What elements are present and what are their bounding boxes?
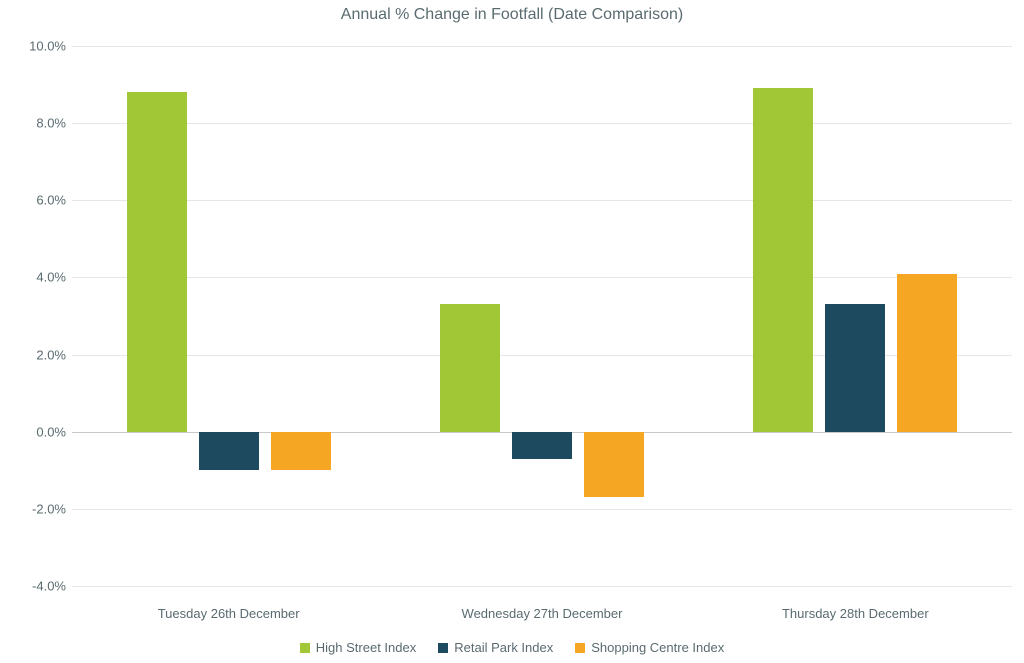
bar: [271, 432, 331, 471]
bar: [199, 432, 259, 471]
bar: [584, 432, 644, 498]
gridline: [72, 123, 1012, 124]
legend-item: Shopping Centre Index: [575, 640, 724, 655]
chart-title: Annual % Change in Footfall (Date Compar…: [0, 6, 1024, 24]
bar: [753, 88, 813, 431]
gridline: [72, 277, 1012, 278]
y-axis-label: -2.0%: [6, 501, 66, 516]
y-axis-label: 8.0%: [6, 116, 66, 131]
y-axis-label: 0.0%: [6, 424, 66, 439]
y-axis-label: -4.0%: [6, 579, 66, 594]
gridline: [72, 586, 1012, 587]
legend-item: Retail Park Index: [438, 640, 553, 655]
legend-label: Shopping Centre Index: [591, 640, 724, 655]
x-axis-label: Thursday 28th December: [699, 606, 1012, 621]
bar: [825, 304, 885, 431]
legend: High Street Index Retail Park Index Shoppi…: [0, 640, 1024, 655]
legend-item: High Street Index: [300, 640, 416, 655]
gridline: [72, 46, 1012, 47]
y-axis-label: 6.0%: [6, 193, 66, 208]
x-axis-label: Wednesday 27th December: [385, 606, 698, 621]
gridline: [72, 509, 1012, 510]
y-axis-label: 10.0%: [6, 39, 66, 54]
bar: [897, 274, 957, 432]
gridline: [72, 200, 1012, 201]
legend-swatch: [300, 643, 310, 653]
bar: [127, 92, 187, 431]
y-axis-label: 2.0%: [6, 347, 66, 362]
bar: [440, 304, 500, 431]
legend-swatch: [438, 643, 448, 653]
legend-label: High Street Index: [316, 640, 416, 655]
legend-swatch: [575, 643, 585, 653]
y-axis-label: 4.0%: [6, 270, 66, 285]
x-axis-label: Tuesday 26th December: [72, 606, 385, 621]
legend-label: Retail Park Index: [454, 640, 553, 655]
plot-area: [72, 46, 1012, 586]
bar: [512, 432, 572, 459]
chart-container: Annual % Change in Footfall (Date Compar…: [0, 0, 1024, 663]
